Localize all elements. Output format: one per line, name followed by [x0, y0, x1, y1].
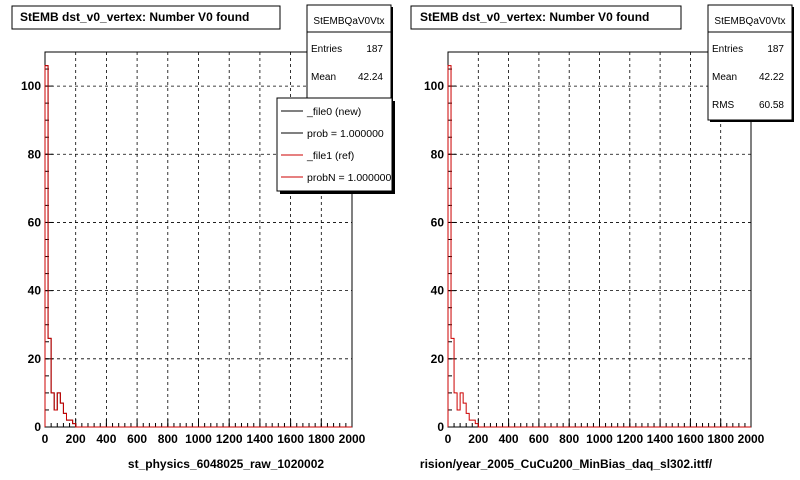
- stats-name: StEMBQaV0Vtx: [313, 16, 384, 27]
- panel-2: 0 200 400 600 800 1000 1200 1400 1600 1800 2000 0 20…: [410, 4, 794, 471]
- x-tick-label: 1200: [216, 432, 243, 446]
- x-tick-label: 200: [66, 432, 86, 446]
- x-tick-label: 1400: [247, 432, 274, 446]
- title-box: [410, 5, 682, 30]
- y-tick-label: 40: [431, 284, 445, 298]
- x-tick-label: 2000: [339, 432, 366, 446]
- x-tick-label: 600: [127, 432, 147, 446]
- legend: _file0 (new) prob = 1.000000 _file1 (ref) p…: [276, 97, 395, 194]
- stats-value: 42.22: [759, 72, 784, 83]
- stats-label: Entries: [311, 44, 342, 55]
- y-tick-label: 60: [28, 215, 42, 229]
- stats-value: 60.58: [759, 100, 784, 111]
- stats-label: Mean: [311, 72, 336, 83]
- stats-box: [707, 4, 793, 121]
- y-tick-label: 0: [437, 420, 444, 434]
- legend-entry-label: probN = 1.000000: [307, 172, 392, 184]
- stats-value: 187: [767, 44, 784, 55]
- legend-entry-label: prob = 1.000000: [307, 128, 384, 140]
- x-tick-label: 1600: [677, 432, 704, 446]
- x-tick-label: 1000: [185, 432, 212, 446]
- stats-name: StEMBQaV0Vtx: [714, 16, 785, 27]
- chart-title: StEMB dst_v0_vertex: Number V0 found: [420, 10, 649, 24]
- x-tick-label: 1800: [308, 432, 335, 446]
- y-tick-label: 100: [424, 79, 444, 93]
- x-tick-label: 1400: [647, 432, 674, 446]
- y-tick-label: 80: [431, 147, 445, 161]
- y-tick-label: 60: [431, 215, 445, 229]
- y-tick-label: 40: [28, 284, 42, 298]
- stats-label: Mean: [712, 72, 737, 83]
- panel-1: 0 200 400 600 800 1000 1200 1400 1600 1800 2000 0 20…: [11, 4, 395, 471]
- legend-entry-label: _file0 (new): [306, 106, 361, 118]
- histogram-series-1: [447, 65, 751, 428]
- stats-value: 187: [366, 44, 383, 55]
- x-tick-label: 1000: [586, 432, 613, 446]
- y-tick-label: 20: [28, 352, 42, 366]
- x-tick-label: 600: [529, 432, 549, 446]
- x-tick-label: 1800: [707, 432, 734, 446]
- x-axis-label: st_physics_6048025_raw_1020002: [128, 457, 324, 471]
- stats-label: Entries: [712, 44, 743, 55]
- y-tick-label: 20: [431, 352, 445, 366]
- legend-box: [276, 97, 393, 192]
- y-tick-label: 80: [28, 147, 42, 161]
- stats-label: RMS: [712, 100, 735, 111]
- x-tick-label: 0: [445, 432, 452, 446]
- x-tick-label: 1600: [277, 432, 304, 446]
- legend-entry-label: _file1 (ref): [306, 150, 354, 162]
- x-tick-label: 1200: [616, 432, 643, 446]
- stats-value: 42.24: [358, 72, 383, 83]
- x-tick-label: 400: [499, 432, 519, 446]
- y-tick-label: 100: [21, 79, 41, 93]
- title-box: [11, 5, 281, 30]
- x-tick-label: 400: [96, 432, 116, 446]
- y-tick-label: 0: [34, 420, 41, 434]
- x-tick-label: 800: [559, 432, 579, 446]
- x-tick-label: 200: [468, 432, 488, 446]
- x-tick-label: 0: [42, 432, 49, 446]
- histogram-series-2: [44, 65, 352, 428]
- chart-title: StEMB dst_v0_vertex: Number V0 found: [20, 10, 249, 24]
- x-tick-label: 800: [158, 432, 178, 446]
- x-tick-label: 2000: [738, 432, 765, 446]
- x-axis-label: rision/year_2005_CuCu200_MinBias_daq_sl3…: [420, 457, 713, 471]
